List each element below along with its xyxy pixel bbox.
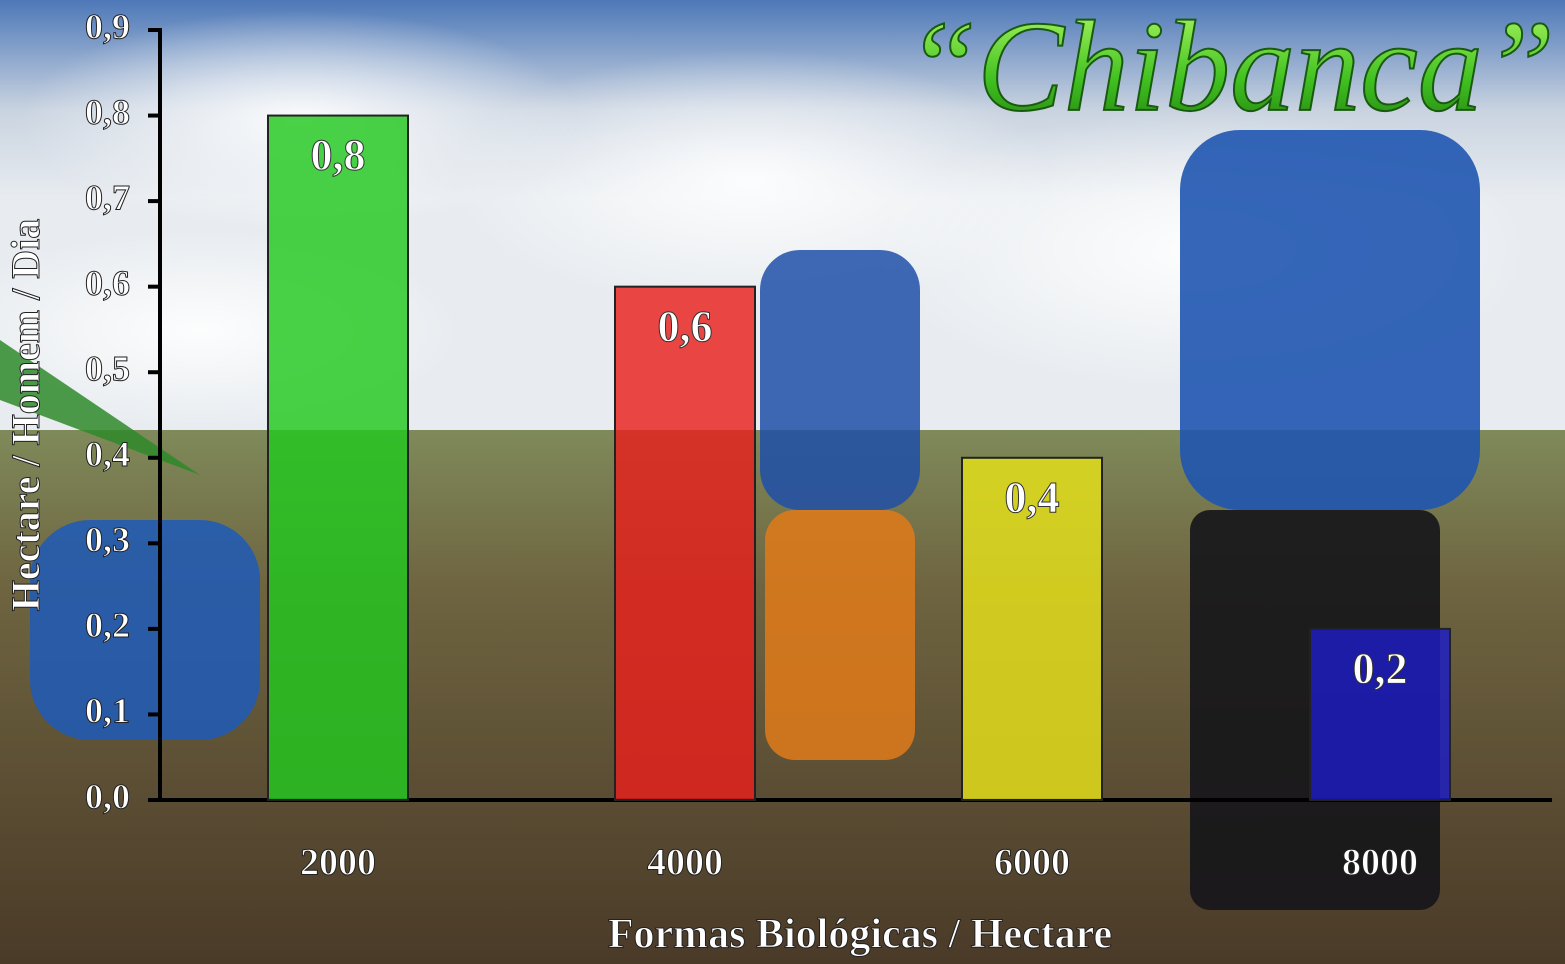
- data-label: 0,6: [658, 302, 713, 351]
- x-tick-label: 4000: [647, 842, 723, 884]
- y-tick-label: 0,8: [85, 92, 130, 132]
- x-tick-label: 6000: [994, 842, 1070, 884]
- y-tick-label: 0,1: [85, 691, 130, 731]
- y-tick-label: 0,7: [85, 177, 130, 217]
- bar: [1309, 627, 1451, 802]
- y-tick-label: 0,6: [85, 263, 130, 303]
- bar: [961, 456, 1103, 801]
- y-tick-label: 0,0: [85, 776, 130, 816]
- data-label: 0,4: [1005, 473, 1060, 522]
- y-tick-label: 0,3: [85, 520, 130, 560]
- bar: [267, 114, 409, 802]
- y-axis-label: Hectare / Homem / Dia: [3, 219, 48, 611]
- chart-title: “Chibanca”: [905, 0, 1555, 139]
- y-tick-label: 0,9: [85, 6, 130, 46]
- bar: [614, 285, 756, 801]
- x-tick-label: 8000: [1342, 842, 1418, 884]
- y-tick-label: 0,4: [85, 434, 130, 474]
- y-tick-label: 0,5: [85, 348, 130, 388]
- x-tick-label: 2000: [300, 842, 376, 884]
- data-label: 0,2: [1353, 644, 1408, 693]
- y-tick-label: 0,2: [85, 605, 130, 645]
- data-label: 0,8: [311, 131, 366, 180]
- x-axis-label: Formas Biológicas / Hectare: [608, 912, 1112, 958]
